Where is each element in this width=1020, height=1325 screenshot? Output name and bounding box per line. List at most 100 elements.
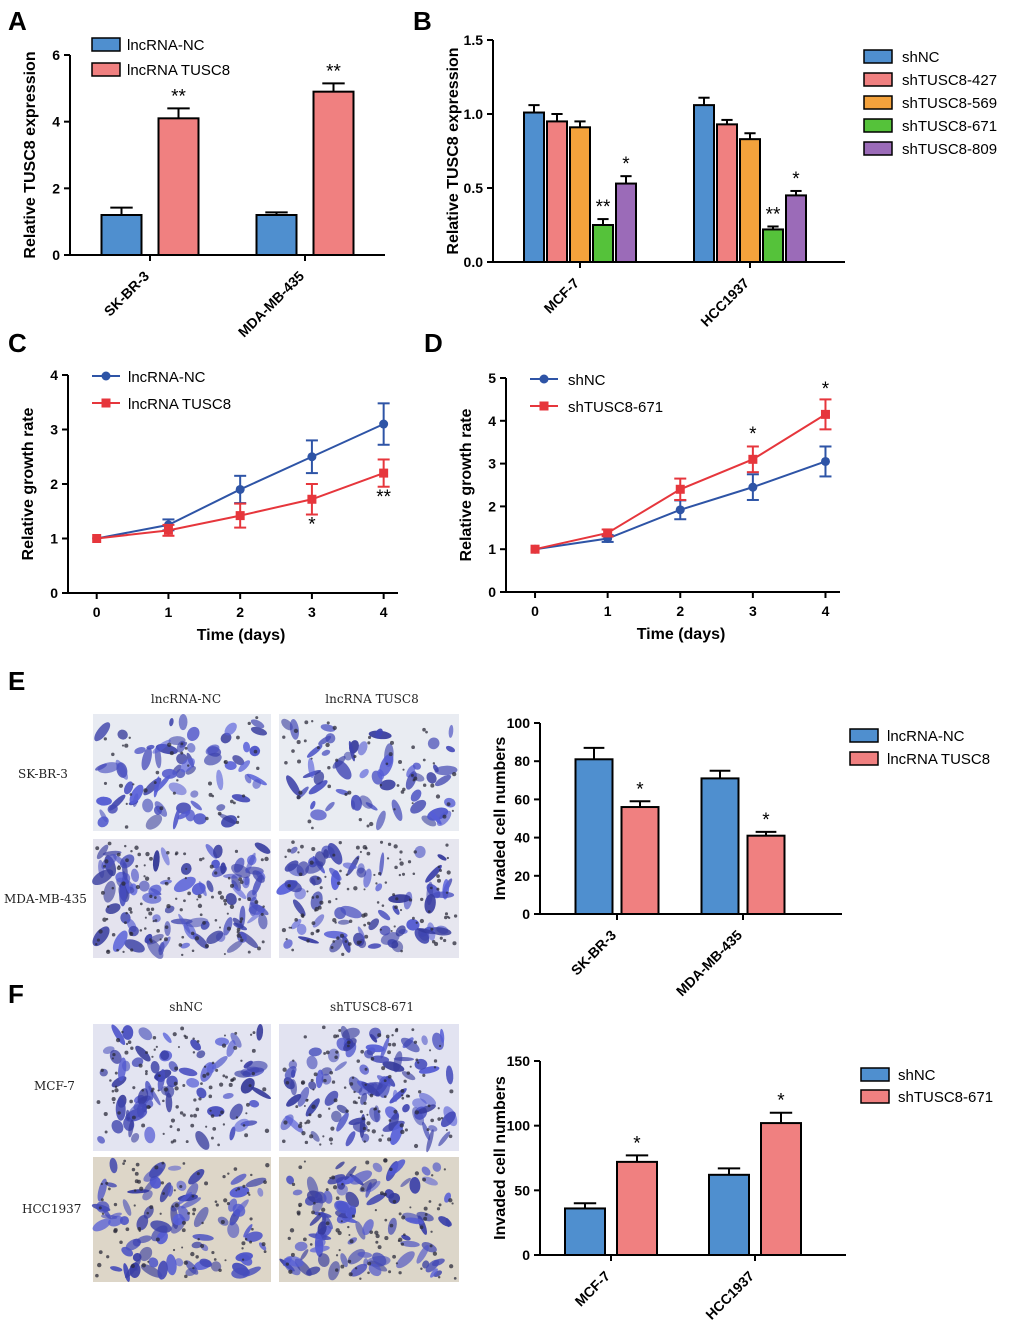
micrograph-f-4-pore	[332, 1185, 338, 1190]
micrograph-e-3-cell	[119, 884, 127, 907]
micrograph-e-3-pore	[135, 864, 139, 868]
micrograph-f-3-pore	[204, 1181, 209, 1186]
micrograph-e-4-cell	[414, 845, 426, 859]
micrograph-f-2-pore	[366, 1113, 369, 1116]
micro-e-col-0: lncRNA-NC	[151, 692, 221, 706]
micro-f-row-0: MCF-7	[34, 1079, 75, 1093]
micrograph-f-3-pore	[100, 1182, 103, 1186]
micrograph-e-4-pore	[319, 900, 324, 905]
micrograph-f-1-cell	[97, 1136, 105, 1144]
micrograph-e-3-pore	[239, 920, 243, 923]
micrograph-f-2-pore	[325, 1050, 330, 1055]
micrograph-e-3-pore	[226, 912, 229, 915]
micrograph-f-3-cell	[137, 1235, 152, 1244]
micrograph-e-4-pore	[344, 940, 348, 943]
micrograph-f-4-pore	[398, 1271, 402, 1275]
micrograph-e-4-pore	[446, 915, 450, 918]
micrograph-e-3-pore	[135, 884, 141, 890]
micrograph-f-2-cell	[345, 1131, 356, 1147]
micrograph-e-2-cell	[325, 801, 335, 812]
micrograph-f-2-cell	[417, 1104, 436, 1114]
micrograph-e-1-cell	[145, 814, 163, 830]
micrograph-f-4-pore	[375, 1240, 379, 1244]
micrograph-e-2-pore	[367, 741, 371, 745]
micrograph-f-2-pore	[405, 1094, 410, 1098]
micrograph-f-2-cell	[306, 1055, 318, 1070]
micrograph-f-3-pore	[98, 1250, 103, 1255]
micrograph-f-4-cell	[344, 1165, 357, 1181]
chart-f-x-tick-label-1: HCC1937	[702, 1268, 757, 1323]
micrograph-f-1-pore	[196, 1040, 200, 1043]
micrograph-e-1-cell	[244, 774, 252, 784]
micrograph-e-3-cell	[112, 930, 128, 952]
micrograph-f-2-cell	[445, 1065, 454, 1085]
micrograph-f-2-pore	[433, 1059, 438, 1063]
micrograph-f-2-cell	[343, 1038, 357, 1052]
micrograph-f-2-pore	[310, 1078, 314, 1082]
micrograph-e-3-pore	[166, 904, 171, 909]
chart-c-annotation-0: *	[308, 514, 316, 535]
micrograph-e-3-pore	[183, 852, 187, 856]
micrograph-f-2-cell	[388, 1112, 400, 1131]
micrograph-f-1-pore	[132, 1086, 136, 1090]
micrograph-f-2-pore	[335, 1050, 339, 1054]
chart-e-sig-1-0: *	[636, 779, 644, 800]
micrograph-e-4-pore	[347, 942, 352, 946]
micrograph-f-1-cell	[256, 1024, 264, 1041]
micrograph-f-4-pore	[430, 1230, 433, 1233]
chart-e-y-tick-label-3: 60	[514, 791, 530, 807]
micrograph-f-2-cell	[438, 1131, 451, 1147]
micrograph-f-2-cell	[421, 1035, 428, 1046]
micrograph-e-4-pore	[336, 936, 340, 940]
micrograph-f-1-pore	[117, 1111, 121, 1115]
micrograph-f-2-pore	[361, 1117, 366, 1121]
micrograph-f-2-pore	[304, 1140, 309, 1145]
micrograph-e-4-pore	[310, 931, 315, 936]
micrograph-f-3-pore	[187, 1211, 191, 1215]
micrograph-f-3-cell	[92, 1218, 111, 1232]
micrograph-f-3-cell	[177, 1191, 192, 1205]
micrograph-e-4-pore	[315, 929, 320, 933]
micrograph-f-2-pore	[404, 1128, 408, 1132]
chart-c-point-1-2	[235, 511, 245, 521]
micrograph-grid-f: shNC shTUSC8-671 MCF-7 HCC1937	[22, 1000, 459, 1282]
micrograph-f-4-cell	[323, 1190, 333, 1204]
micrograph-e-4-cell	[342, 862, 357, 870]
micrograph-f-1-pore	[232, 1077, 236, 1081]
micrograph-f-1-cell	[115, 1097, 126, 1121]
micrograph-e-3-pore	[214, 871, 218, 875]
micrograph-e-2-pore	[398, 760, 403, 765]
micrograph-e-4-pore	[330, 946, 334, 950]
micrograph-e-4-pore	[373, 873, 376, 877]
micrograph-e-1-cell	[117, 729, 128, 740]
micrograph-f-3-cell	[149, 1161, 166, 1178]
micrograph-f-4-pore	[379, 1191, 384, 1196]
micrograph-e-2-cell	[321, 749, 331, 756]
micrograph-f-2-pore	[385, 1034, 390, 1039]
micrograph-e-4-pore	[364, 934, 369, 939]
micrograph-f-1-cell	[128, 1119, 134, 1138]
micrograph-f-3-cell	[185, 1267, 197, 1276]
micrograph-e-4-cell	[368, 918, 380, 931]
micrograph-e-2-pore	[353, 754, 357, 759]
micrograph-e-3-cell	[130, 868, 140, 883]
micrograph-e-1-pore	[132, 783, 135, 786]
micro-f-row-1: HCC1937	[22, 1202, 81, 1216]
micrograph-f-2-pore	[352, 1100, 357, 1104]
micrograph-e-3-cell	[158, 942, 165, 956]
micrograph-e-4-pore	[393, 925, 396, 928]
micrograph-e-3-pore	[145, 851, 150, 857]
micrograph-e-3-pore	[236, 927, 241, 932]
micrograph-f-4-pore	[313, 1201, 316, 1205]
chart-a-sig-1-0: **	[171, 86, 186, 107]
chart-d-x-tick-label-4: 4	[822, 603, 830, 619]
micrograph-e-4-pore	[300, 913, 305, 918]
micrograph-e-2-pore	[389, 740, 395, 745]
micrograph-e-4-pore	[291, 840, 295, 844]
micrograph-f-1-cell	[111, 1119, 124, 1134]
micrograph-f-4-cell	[401, 1234, 411, 1241]
micrograph-e-4-pore	[306, 939, 310, 943]
micrograph-e-4-pore	[335, 897, 338, 901]
micrograph-e-4-pore	[362, 844, 367, 850]
micrograph-f-4-pore	[367, 1271, 370, 1275]
